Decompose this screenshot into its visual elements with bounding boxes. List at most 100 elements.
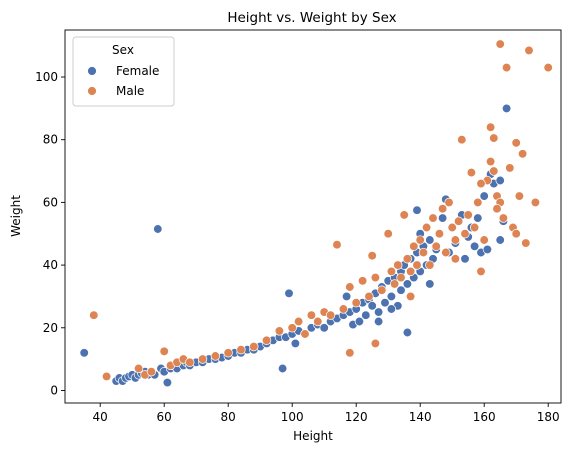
point-female-73 [402, 327, 413, 338]
point-male-32 [370, 338, 381, 349]
point-male-79 [517, 149, 528, 159]
point-male-33 [370, 272, 381, 283]
point-male-71 [495, 39, 505, 49]
point-male-0 [89, 310, 99, 320]
point-male-5 [159, 346, 169, 356]
point-male-37 [389, 279, 400, 289]
chart-title: Height vs. Weight by Sex [227, 10, 396, 26]
point-male-56 [450, 235, 461, 245]
point-male-54 [444, 197, 454, 208]
point-male-53 [441, 247, 451, 258]
point-male-35 [383, 229, 393, 239]
x-tick-label-140: 140 [409, 410, 432, 424]
point-female-93 [460, 254, 470, 264]
plot-area [79, 39, 553, 388]
y-tick-label-80: 80 [43, 133, 58, 147]
point-male-57 [453, 216, 464, 226]
y-axis-label: Weight [9, 195, 23, 237]
point-male-40 [399, 210, 409, 220]
point-male-78 [514, 191, 525, 201]
legend-label-male: Male [116, 84, 144, 98]
point-female-109 [373, 316, 384, 327]
point-female-76 [412, 205, 422, 215]
point-female-103 [495, 235, 505, 245]
point-male-58 [457, 135, 467, 145]
point-female-56 [354, 316, 365, 327]
point-female-99 [482, 244, 493, 255]
point-male-4 [146, 367, 157, 377]
point-female-17 [162, 377, 173, 388]
point-female-102 [495, 175, 505, 186]
point-male-51 [434, 229, 445, 239]
point-female-41 [284, 288, 294, 298]
legend-marker-female [87, 66, 97, 76]
point-male-73 [498, 213, 509, 223]
y-tick-label-40: 40 [43, 258, 58, 272]
x-tick-label-100: 100 [281, 410, 304, 424]
point-male-75 [505, 163, 515, 173]
point-male-27 [345, 282, 355, 292]
point-male-10 [197, 354, 208, 364]
y-tick-label-60: 60 [43, 195, 58, 209]
point-male-41 [402, 254, 413, 264]
point-male-34 [377, 285, 387, 295]
point-female-104 [501, 103, 512, 114]
point-male-74 [501, 62, 512, 73]
point-female-107 [425, 279, 435, 289]
point-female-14 [153, 224, 163, 234]
point-female-48 [319, 323, 329, 333]
point-male-60 [463, 210, 473, 220]
point-female-106 [469, 241, 480, 251]
x-tick-label-60: 60 [157, 410, 172, 424]
point-female-66 [386, 291, 397, 302]
point-male-1 [101, 371, 112, 382]
point-male-15 [261, 335, 272, 345]
point-male-23 [325, 310, 336, 320]
point-male-38 [393, 260, 403, 270]
point-male-44 [412, 260, 422, 270]
point-male-21 [313, 316, 323, 327]
point-male-42 [405, 266, 416, 277]
point-male-48 [425, 260, 435, 270]
legend-title: Sex [112, 43, 134, 57]
point-male-68 [485, 156, 496, 167]
point-male-59 [460, 229, 470, 239]
point-male-18 [293, 316, 304, 327]
point-male-82 [530, 197, 541, 208]
point-male-16 [274, 326, 285, 336]
legend: Sex Female Male [72, 36, 175, 107]
x-tick-label-40: 40 [93, 410, 108, 424]
x-tick-label-120: 120 [345, 410, 368, 424]
point-female-96 [473, 213, 483, 223]
point-male-67 [485, 122, 496, 132]
legend-box [72, 36, 175, 107]
point-female-58 [361, 310, 371, 320]
point-male-64 [476, 266, 486, 277]
point-male-31 [367, 251, 377, 261]
point-female-60 [367, 301, 377, 311]
x-axis-label: Height [293, 429, 333, 443]
point-male-28 [351, 298, 361, 308]
point-male-43 [409, 241, 419, 251]
x-tick-label-160: 160 [473, 410, 496, 424]
point-male-77 [511, 138, 521, 148]
legend-marker-male [87, 86, 97, 96]
x-tick-label-180: 180 [537, 410, 560, 424]
point-male-63 [473, 197, 483, 208]
point-male-55 [447, 222, 457, 233]
point-male-81 [524, 45, 534, 56]
point-male-47 [421, 222, 432, 233]
x-tick-label-80: 80 [221, 410, 236, 424]
point-male-11 [210, 351, 221, 361]
point-male-83 [543, 62, 553, 73]
point-female-72 [402, 279, 413, 289]
point-male-19 [300, 329, 310, 339]
point-male-39 [396, 272, 406, 283]
point-male-9 [185, 357, 195, 367]
plot-frame [64, 29, 562, 404]
point-female-0 [79, 348, 89, 358]
point-female-98 [479, 191, 489, 201]
point-male-46 [418, 247, 429, 258]
point-male-25 [338, 304, 349, 314]
point-male-69 [489, 166, 499, 176]
